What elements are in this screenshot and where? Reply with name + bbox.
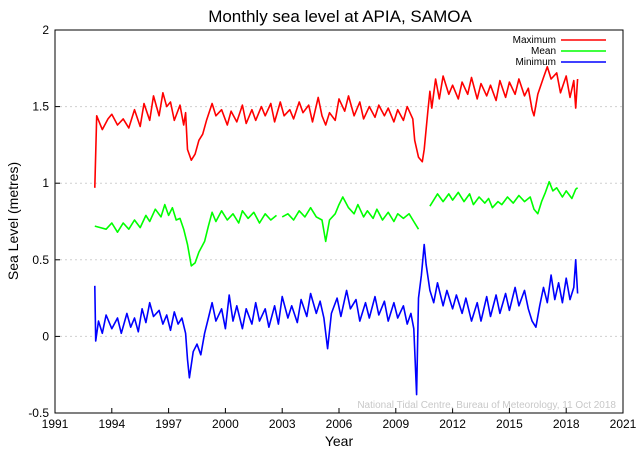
y-tick-label-1: 1 <box>42 176 49 190</box>
y-tick-label-0.5: 0.5 <box>32 253 49 267</box>
y-tick-label-0: 0 <box>42 329 49 343</box>
series-line-mean-1 <box>281 196 420 243</box>
chart-title: Monthly sea level at APIA, SAMOA <box>208 7 472 26</box>
y-tick-label--0.5: -0.5 <box>28 406 49 420</box>
x-tick-label-2006: 2006 <box>326 417 353 431</box>
x-tick-label-1997: 1997 <box>155 417 182 431</box>
credit-text: National Tidal Centre, Bureau of Meteoro… <box>357 400 616 411</box>
x-axis-ticks: 1991 1994 1997 2000 2003 2006 2009 2012 2015 2018… <box>42 408 637 431</box>
series-line-mean-2 <box>429 180 579 215</box>
y-tick-label-2: 2 <box>42 23 49 37</box>
x-tick-label-2012: 2012 <box>439 417 466 431</box>
series-maximum <box>94 66 579 188</box>
x-tick-label-1994: 1994 <box>98 417 125 431</box>
x-tick-label-2015: 2015 <box>496 417 523 431</box>
series-line-minimum-0 <box>94 243 579 396</box>
x-tick-label-2021: 2021 <box>610 417 637 431</box>
x-tick-label-2009: 2009 <box>382 417 409 431</box>
x-tick-label-2018: 2018 <box>553 417 580 431</box>
x-tick-label-1991: 1991 <box>42 417 69 431</box>
series-line-maximum-0 <box>94 66 579 188</box>
legend-label-minimum: Minimum <box>515 57 556 68</box>
x-tick-label-2000: 2000 <box>212 417 239 431</box>
x-tick-label-2003: 2003 <box>269 417 296 431</box>
series-line-mean-0 <box>94 203 278 267</box>
legend-label-mean: Mean <box>531 46 556 57</box>
y-axis-ticks: -0.5 0 0.5 1 1.5 2 <box>28 23 60 420</box>
y-tick-label-1.5: 1.5 <box>32 100 49 114</box>
legend-label-maximum: Maximum <box>513 35 556 46</box>
series-minimum <box>94 243 579 396</box>
series-mean <box>94 180 579 267</box>
series-layer <box>94 66 579 396</box>
y-axis-label: Sea Level (metres) <box>5 162 21 280</box>
x-axis-label: Year <box>325 433 354 449</box>
plot-area <box>54 29 624 414</box>
